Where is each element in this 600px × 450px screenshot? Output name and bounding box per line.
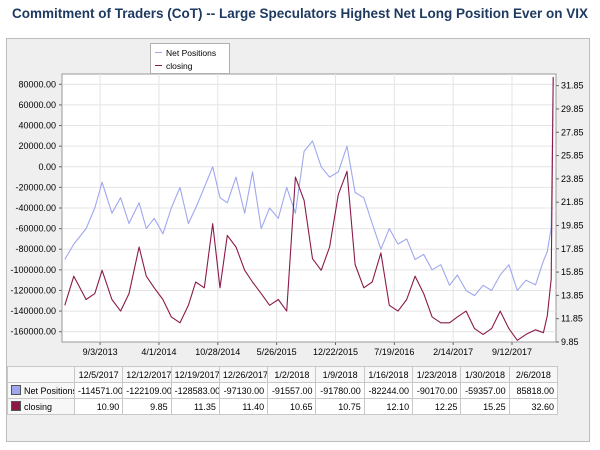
table-cell: -97130.00 [218, 382, 269, 399]
table-cell: 10.90 [73, 398, 124, 415]
legend-swatch-closing [155, 65, 162, 66]
legend-label-closing: closing [166, 60, 193, 71]
table-row-label-text: closing [24, 402, 53, 412]
table-swatch-net-positions [11, 385, 21, 395]
table-date-cell: 2/6/2018 [508, 366, 559, 383]
table-cell: 11.35 [170, 398, 220, 415]
table-cell: 85818.00 [508, 382, 559, 399]
table-row-label: Net Positions [7, 382, 75, 399]
left-tick-label: 80000.00 [18, 79, 56, 89]
right-tick-label: 19.85 [561, 220, 584, 230]
x-tick-label: 9/12/2017 [492, 347, 532, 357]
left-tick-label: -80000.00 [15, 244, 56, 254]
table-cell: 32.60 [508, 398, 559, 415]
table-row-net-positions: Net Positions -114571.00 -122109.00 -128… [7, 382, 559, 399]
x-tick-label: 2/14/2017 [433, 347, 473, 357]
left-tick-label: 0.00 [38, 162, 56, 172]
table-cell: 15.25 [460, 398, 510, 415]
left-tick-label: -60000.00 [15, 224, 56, 234]
x-tick-label: 7/19/2016 [374, 347, 414, 357]
table-row-label-text: Net Positions [24, 386, 75, 396]
table-date-cell: 1/30/2018 [460, 366, 510, 383]
legend-item-net-positions: Net Positions [155, 46, 216, 59]
table-cell: -90170.00 [412, 382, 462, 399]
x-tick-label: 10/28/2014 [195, 347, 240, 357]
left-tick-label: -160000.00 [10, 327, 56, 337]
table-date-cell: 1/2/2018 [267, 366, 317, 383]
table-row-label: closing [7, 398, 75, 415]
right-tick-label: 13.85 [561, 290, 584, 300]
chart-title: Commitment of Traders (CoT) -- Large Spe… [11, 6, 589, 21]
table-date-cell: 1/16/2018 [363, 366, 414, 383]
table-swatch-closing [11, 401, 21, 411]
table-corner-cell [7, 366, 75, 383]
left-tick-label: -20000.00 [15, 182, 56, 192]
left-tick-label: 40000.00 [18, 121, 56, 131]
data-table: 12/5/2017 12/12/2017 12/19/2017 12/26/20… [7, 366, 559, 415]
table-cell: 9.85 [122, 398, 172, 415]
right-axis-ticks: 31.85 29.85 27.85 25.85 23.85 21.85 19.85 17.85… [556, 81, 584, 347]
right-tick-label: 27.85 [561, 127, 584, 137]
table-cell: 12.25 [412, 398, 462, 415]
table-cell: -122109.00 [122, 382, 172, 399]
right-tick-label: 23.85 [561, 174, 584, 184]
series-group [64, 76, 554, 341]
table-cell: -91557.00 [267, 382, 317, 399]
table-cell: -114571.00 [73, 382, 124, 399]
series-line-closing [64, 76, 554, 341]
x-axis-ticks: 9/3/2013 4/1/2014 10/28/2014 5/26/2015 12/22… [83, 342, 532, 357]
table-date-cell: 12/5/2017 [73, 366, 124, 383]
left-tick-label: -100000.00 [10, 265, 56, 275]
table-cell: -82244.00 [363, 382, 414, 399]
table-header-row: 12/5/2017 12/12/2017 12/19/2017 12/26/20… [7, 366, 559, 383]
left-tick-label: -140000.00 [10, 306, 56, 316]
table-date-cell: 1/9/2018 [315, 366, 365, 383]
table-cell: -91780.00 [315, 382, 365, 399]
table-cell: 10.65 [267, 398, 317, 415]
table-cell: 10.75 [315, 398, 365, 415]
table-date-cell: 1/23/2018 [412, 366, 462, 383]
legend-swatch-net-positions [155, 52, 162, 53]
table-cell: 11.40 [218, 398, 269, 415]
left-tick-label: -120000.00 [10, 285, 56, 295]
table-date-cell: 12/19/2017 [170, 366, 220, 383]
right-tick-label: 9.85 [561, 337, 579, 347]
series-line-net-positions [64, 78, 554, 297]
table-row-closing: closing 10.90 9.85 11.35 11.40 10.65 10.… [7, 398, 559, 415]
right-tick-label: 25.85 [561, 151, 584, 161]
left-tick-label: 20000.00 [18, 141, 56, 151]
table-date-cell: 12/12/2017 [122, 366, 172, 383]
table-date-cell: 12/26/2017 [218, 366, 269, 383]
right-tick-label: 15.85 [561, 267, 584, 277]
left-axis-ticks: 80000.00 60000.00 40000.00 20000.00 0.00 -200… [10, 79, 62, 337]
table-cell: -59357.00 [460, 382, 510, 399]
right-tick-label: 17.85 [561, 244, 584, 254]
legend-item-closing: closing [155, 59, 192, 72]
x-tick-label: 4/1/2014 [141, 347, 176, 357]
legend-label-net-positions: Net Positions [166, 47, 217, 58]
right-tick-label: 21.85 [561, 197, 584, 207]
legend: Net Positions closing [150, 43, 230, 74]
table-cell: 12.10 [363, 398, 414, 415]
x-tick-label: 5/26/2015 [257, 347, 297, 357]
left-tick-label: -40000.00 [15, 203, 56, 213]
x-tick-label: 12/22/2015 [313, 347, 358, 357]
left-tick-label: 60000.00 [18, 100, 56, 110]
x-tick-label: 9/3/2013 [83, 347, 118, 357]
right-tick-label: 29.85 [561, 104, 584, 114]
right-tick-label: 11.85 [561, 314, 583, 324]
right-tick-label: 31.85 [561, 81, 584, 91]
table-cell: -128583.00 [170, 382, 220, 399]
